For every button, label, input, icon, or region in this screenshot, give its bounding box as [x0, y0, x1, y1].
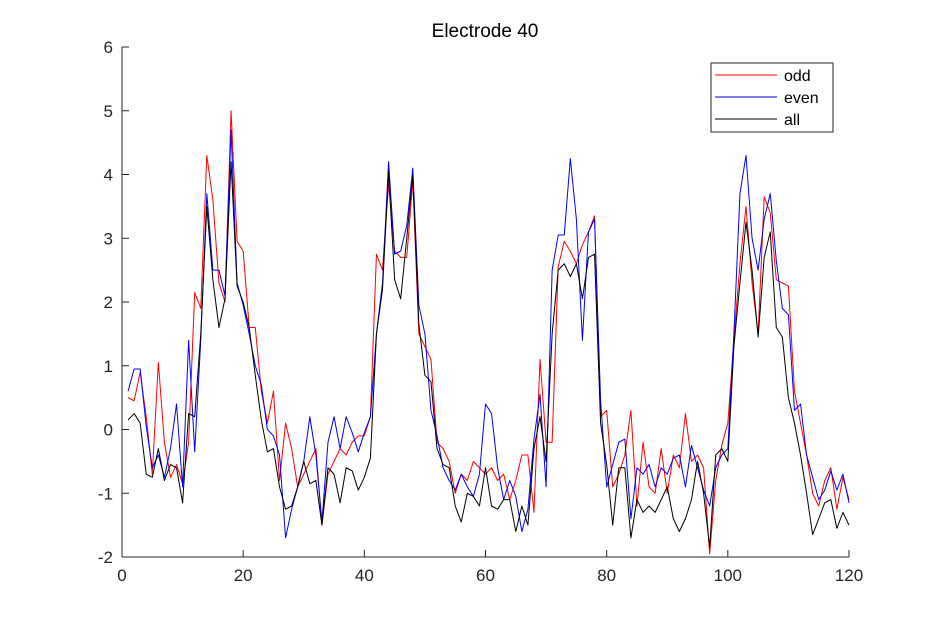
axes-layer: 0 20 40 60 80 100 120 -2 -1 0 1 2 3 4 5 6 [98, 38, 863, 585]
x-tick-label: 40 [355, 566, 374, 585]
y-tick-label: 6 [104, 38, 113, 57]
x-tick-label: 80 [597, 566, 616, 585]
legend-label-odd: odd [784, 68, 811, 85]
y-tick-label: -1 [98, 484, 113, 503]
y-tick-label: 0 [104, 421, 113, 440]
legend-label-all: all [784, 112, 800, 129]
chart-title: Electrode 40 [432, 21, 539, 42]
x-tick-label: 20 [234, 566, 253, 585]
legend: odd even all [710, 62, 834, 133]
y-tick-label: 2 [104, 293, 113, 312]
y-tick-label: 4 [104, 166, 113, 185]
y-tick-label: 1 [104, 357, 113, 376]
y-tick-label: 3 [104, 229, 113, 248]
series-line-odd [127, 110, 850, 555]
legend-label-even: even [784, 90, 819, 107]
x-tick-label: 60 [476, 566, 495, 585]
y-tick-label: 5 [104, 102, 113, 121]
series-line-even [127, 129, 850, 539]
series-layer [127, 110, 850, 555]
x-tick-label: 100 [714, 566, 742, 585]
x-tick-label: 120 [835, 566, 863, 585]
series-line-all [127, 161, 850, 548]
x-tick-label: 0 [117, 566, 126, 585]
y-tick-label: -2 [98, 548, 113, 567]
